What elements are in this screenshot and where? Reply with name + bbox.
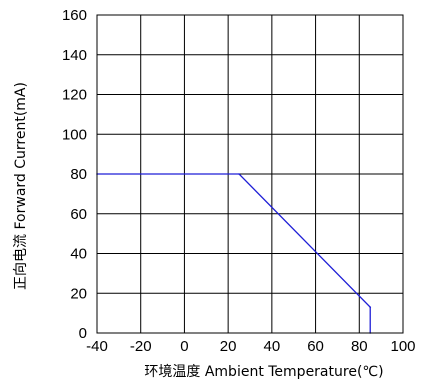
- data-point: [369, 306, 372, 308]
- x-tick-label: 0: [180, 338, 188, 355]
- y-tick-label: 40: [70, 246, 87, 263]
- x-axis-ticks: -40 -20 0 20 40 60 80 100: [86, 338, 415, 355]
- series-line: [97, 173, 371, 333]
- x-tick-label: 40: [264, 338, 281, 355]
- x-tick-label: -40: [86, 338, 108, 355]
- x-tick-label: -20: [130, 338, 152, 355]
- data-point: [238, 173, 240, 175]
- y-axis-title: 正向电流 Forward Current(mA): [13, 82, 29, 290]
- y-tick-label: 80: [70, 166, 87, 183]
- x-axis-title: 环境温度 Ambient Temperature(℃): [144, 364, 383, 380]
- x-tick-label: 20: [220, 338, 237, 355]
- y-tick-label: 160: [62, 7, 87, 24]
- y-tick-label: 140: [62, 47, 87, 64]
- y-tick-label: 0: [79, 325, 87, 342]
- x-tick-label: 80: [351, 338, 368, 355]
- y-axis-ticks: 0 20 40 60 80 100 120 140 160: [62, 7, 87, 342]
- x-tick-label: 60: [307, 338, 324, 355]
- y-tick-label: 120: [62, 87, 87, 104]
- y-tick-label: 20: [70, 285, 87, 302]
- x-tick-label: 100: [390, 338, 415, 355]
- y-tick-label: 100: [62, 126, 87, 143]
- y-tick-label: 60: [70, 206, 87, 223]
- plot-frame: [96, 14, 404, 334]
